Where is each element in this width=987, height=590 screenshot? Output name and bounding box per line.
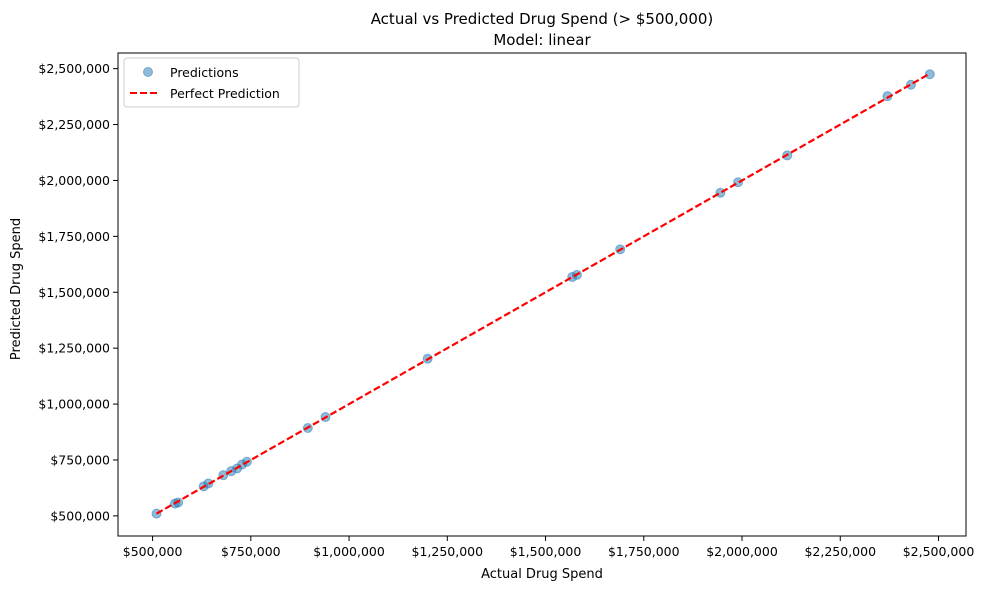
x-tick-label: $2,500,000	[903, 544, 975, 559]
y-tick-label: $500,000	[50, 508, 110, 523]
plot-frame	[117, 52, 967, 537]
x-tick-label: $2,250,000	[804, 544, 876, 559]
perfect-prediction-line	[155, 72, 931, 515]
axes: $500,000 $750,000 $1,000,000 $1,250,000 $1,5…	[38, 52, 975, 559]
y-tick-label: $1,250,000	[38, 341, 110, 356]
x-tick-label: $1,000,000	[313, 544, 385, 559]
x-tick-label: $1,500,000	[510, 544, 582, 559]
plot-area	[151, 69, 935, 519]
x-axis-label: Actual Drug Spend	[481, 567, 603, 582]
y-axis-label: Predicted Drug Spend	[9, 218, 24, 360]
x-tick-label: $500,000	[123, 544, 183, 559]
y-tick-label: $2,250,000	[38, 117, 110, 132]
x-tick-label: $2,000,000	[706, 544, 778, 559]
x-tick-label: $750,000	[221, 544, 281, 559]
x-tick-label: $1,250,000	[412, 544, 484, 559]
legend-label-predictions: Predictions	[170, 65, 239, 80]
y-tick-label: $750,000	[50, 452, 110, 467]
chart-subtitle: Model: linear	[493, 31, 591, 49]
y-tick-label: $1,000,000	[38, 397, 110, 412]
legend-box	[123, 57, 300, 108]
chart-title: Actual vs Predicted Drug Spend (> $500,0…	[371, 10, 714, 28]
x-tick-label: $1,750,000	[608, 544, 680, 559]
y-tick-label: $1,500,000	[38, 285, 110, 300]
y-tick-label: $2,500,000	[38, 61, 110, 76]
y-tick-label: $2,000,000	[38, 173, 110, 188]
legend-marker-predictions	[143, 67, 153, 77]
legend-label-perfect-prediction: Perfect Prediction	[170, 86, 280, 101]
legend: Predictions Perfect Prediction	[123, 57, 300, 108]
y-tick-label: $1,750,000	[38, 229, 110, 244]
scatter-point	[924, 69, 935, 80]
